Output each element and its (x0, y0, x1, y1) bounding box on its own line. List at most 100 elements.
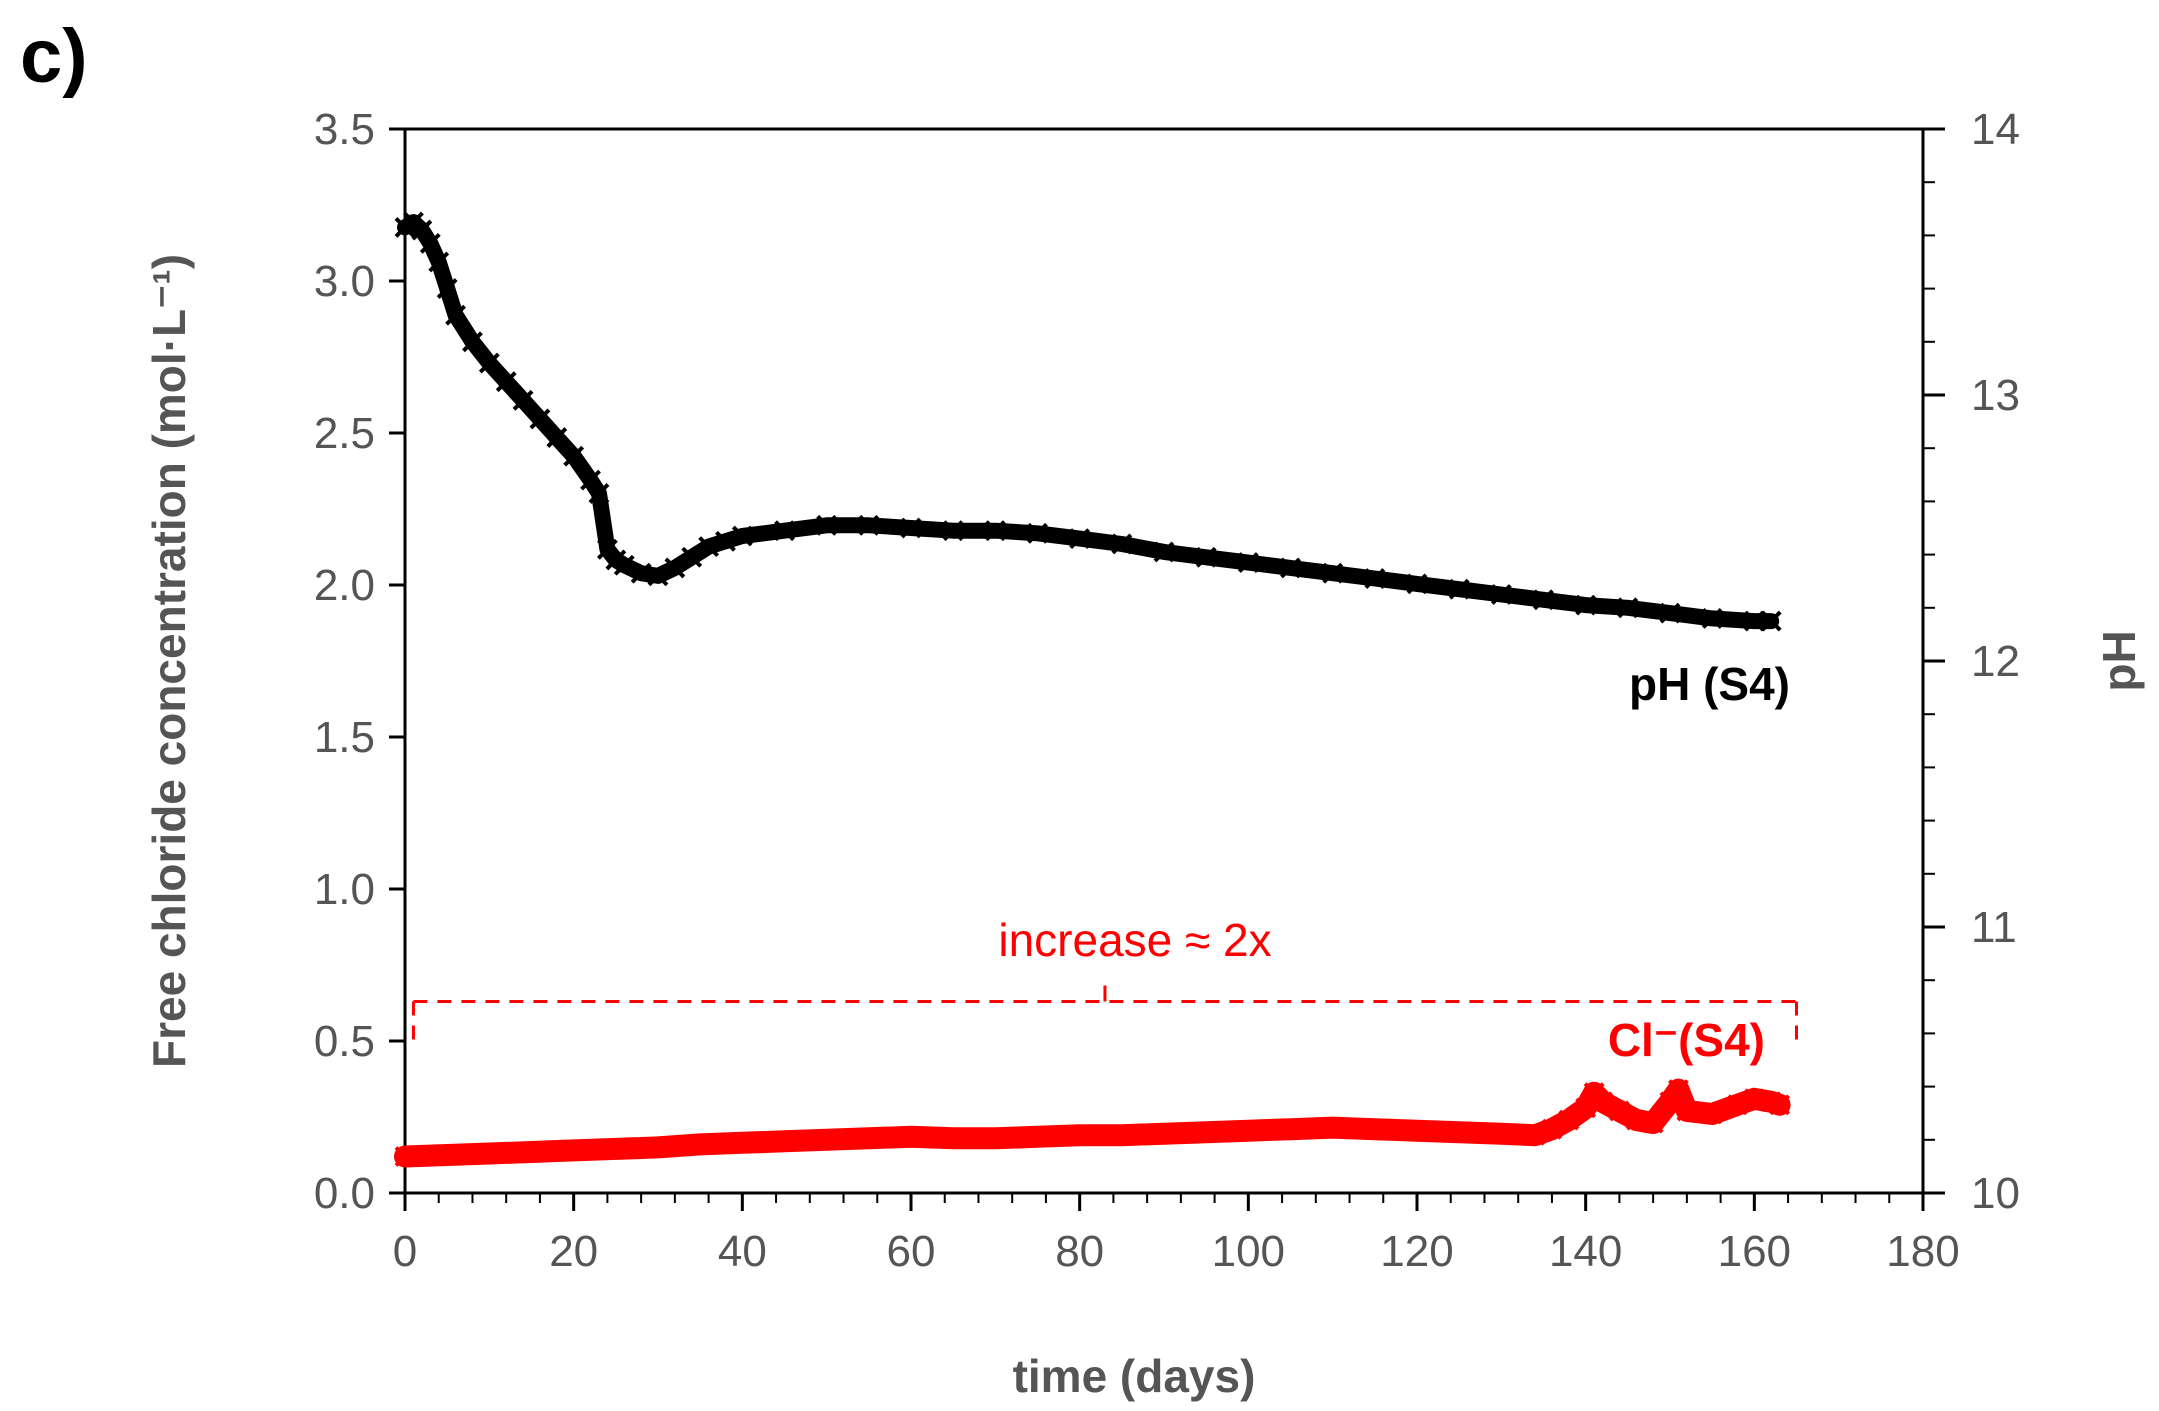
data-point-stroke (478, 352, 500, 374)
data-point (529, 408, 551, 430)
data-point-stroke (816, 514, 838, 536)
data-point-stroke (774, 1130, 795, 1152)
data-point-stroke (563, 1140, 585, 1161)
data-point (1743, 610, 1765, 632)
data-point-stroke (698, 536, 720, 558)
data-point (1406, 1120, 1428, 1142)
data-point (1027, 522, 1048, 544)
data-point (942, 1127, 964, 1149)
data-point (1575, 594, 1597, 616)
data-point-stroke (1027, 1126, 1048, 1148)
data-point-stroke (1743, 1088, 1765, 1110)
data-point-stroke (1322, 562, 1344, 584)
data-point-stroke (1592, 1091, 1613, 1113)
y-tick-label: 0.5 (314, 1017, 375, 1066)
data-point (1111, 533, 1133, 555)
data-point-stroke (1069, 1124, 1091, 1146)
data-point (681, 546, 703, 568)
data-point-stroke (1701, 1103, 1723, 1125)
data-point (613, 554, 635, 576)
data-point-stroke (1406, 1120, 1428, 1142)
data-point-stroke (521, 1141, 542, 1163)
data-point-stroke (1668, 1079, 1689, 1101)
data-point-stroke (1111, 1124, 1133, 1146)
data-point (546, 427, 568, 448)
series-label-ph: pH (S4) (1629, 658, 1790, 710)
data-point-stroke (1642, 1112, 1664, 1134)
data-point (942, 520, 964, 542)
data-point-stroke (1111, 533, 1133, 555)
data-point (1769, 1094, 1791, 1116)
data-point (419, 232, 441, 254)
data-point-stroke (613, 554, 635, 576)
data-point-stroke (394, 1146, 416, 1167)
data-point-stroke (1558, 1109, 1580, 1131)
data-point-stroke (689, 1133, 711, 1155)
data-point-stroke (681, 546, 703, 568)
series-line (397, 214, 1780, 630)
data-point (588, 483, 610, 504)
data-point-stroke (1364, 1118, 1386, 1140)
data-point-stroke (1490, 1123, 1512, 1145)
data-point-stroke (1069, 528, 1091, 550)
data-point-stroke (1027, 522, 1048, 544)
data-point-stroke (900, 1126, 922, 1148)
data-point (630, 562, 652, 584)
data-point-stroke (512, 389, 534, 411)
x-tick-label: 20 (549, 1227, 598, 1276)
data-point-stroke (816, 1129, 838, 1151)
panel-label: c) (20, 14, 88, 99)
data-point (563, 1140, 585, 1161)
data-point (1364, 568, 1386, 589)
data-point (1743, 1088, 1765, 1110)
data-point (1490, 1123, 1512, 1145)
data-point (1524, 1124, 1546, 1146)
x-tick-label: 0 (393, 1227, 417, 1276)
y-right-tick-label: 11 (1971, 903, 2017, 952)
data-point (1592, 1091, 1613, 1113)
data-point (1575, 1097, 1597, 1119)
data-point-stroke (1280, 1118, 1301, 1140)
data-point-stroke (436, 1144, 458, 1166)
data-point-stroke (1659, 602, 1681, 624)
data-point (774, 520, 795, 542)
data-point-stroke (1727, 1094, 1748, 1116)
x-tick-label: 100 (1212, 1227, 1285, 1276)
data-point-stroke (580, 469, 601, 491)
data-point (1111, 1124, 1133, 1146)
data-point (1195, 546, 1217, 568)
data-point (1069, 1124, 1091, 1146)
data-point-stroke (1575, 594, 1597, 616)
data-point (411, 219, 433, 241)
data-point (731, 525, 753, 547)
data-point (816, 1129, 838, 1151)
series-chloride (394, 1078, 1791, 1168)
bracket-annotation: increase ≈ 2x (998, 914, 1271, 966)
data-point (462, 331, 483, 353)
data-point-stroke (1769, 1094, 1791, 1116)
data-point-stroke (858, 514, 880, 536)
data-point (478, 1143, 500, 1164)
x-axis: 0 20 40 60 80 100 120 140 160 180 (393, 1193, 1960, 1276)
x-tick-label: 80 (1055, 1227, 1104, 1276)
data-point-stroke (774, 520, 795, 542)
data-point (1642, 1112, 1664, 1134)
data-point-stroke (596, 538, 618, 560)
data-point-stroke (1406, 573, 1428, 595)
data-point-stroke (630, 562, 652, 584)
data-point-stroke (731, 525, 753, 547)
data-point (428, 251, 450, 273)
series-label-chloride: Cl⁻(S4) (1608, 1014, 1765, 1066)
data-point-stroke (1448, 1121, 1470, 1143)
data-point (1533, 589, 1554, 611)
data-point-stroke (1322, 1117, 1344, 1139)
data-point (1558, 1109, 1580, 1131)
data-point-stroke (1575, 1097, 1597, 1119)
data-point (731, 1132, 753, 1154)
data-point-stroke (1533, 589, 1554, 611)
data-point-stroke (605, 549, 627, 571)
data-point (1237, 1120, 1259, 1142)
data-point-stroke (1448, 578, 1470, 600)
data-point (1490, 584, 1512, 605)
